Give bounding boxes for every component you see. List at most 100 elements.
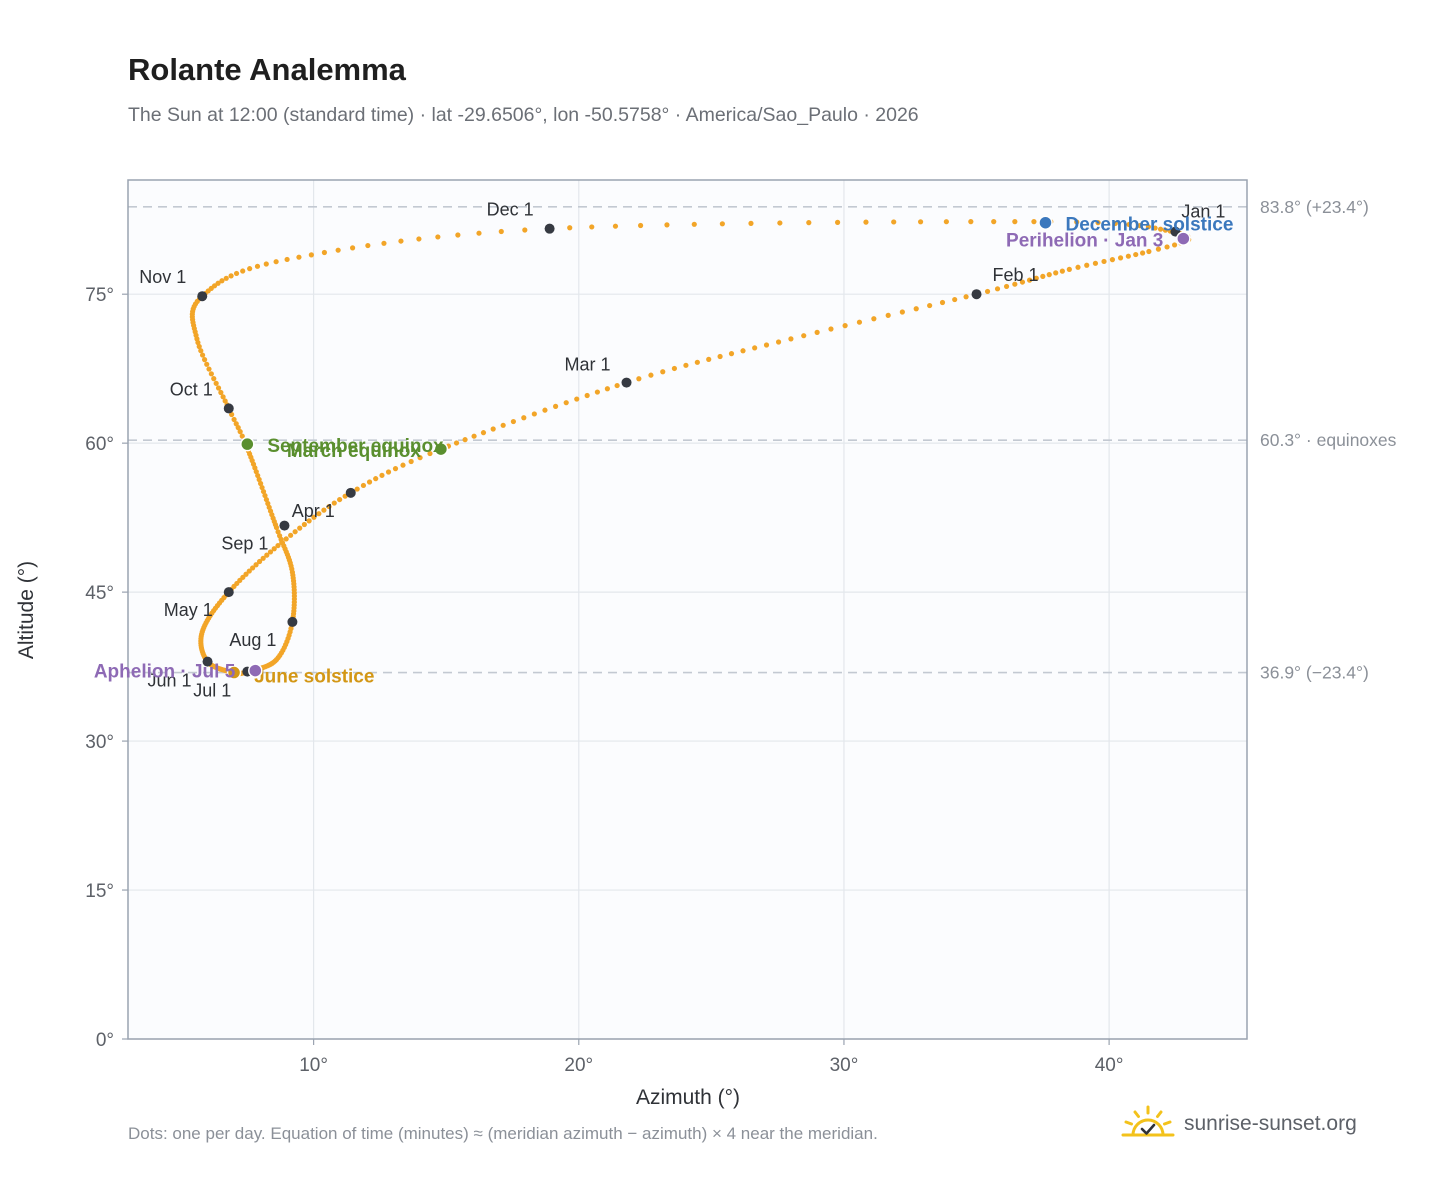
daily-dot [296,254,302,260]
daily-dot [231,416,237,423]
month-marker [287,616,298,627]
daily-dot [1137,223,1143,229]
daily-dot [306,518,312,524]
daily-dot [614,382,620,389]
daily-dot [240,268,246,274]
daily-dot [740,348,746,354]
daily-dot [801,333,807,339]
daily-dot [636,376,642,382]
daily-dot [1059,268,1065,274]
daily-dot [1152,225,1158,231]
daily-dot [462,437,468,443]
daily-dot [237,429,243,435]
daily-dot [834,219,841,225]
daily-dot [1026,277,1033,283]
x-tick-label: 20° [564,1055,593,1076]
x-tick-label: 30° [830,1055,859,1076]
daily-dot [215,280,221,286]
daily-dot [228,273,234,279]
daily-dot [262,492,268,499]
daily-dot [223,275,229,281]
month-label: Feb 1 [993,265,1039,285]
daily-dot [331,500,337,506]
daily-dot [250,565,256,571]
daily-dot [253,562,259,568]
daily-dot [220,394,226,400]
daily-dot [256,558,263,565]
daily-dot [885,312,891,318]
event-marker [433,441,449,457]
month-label: Jul 1 [193,681,231,701]
sun-check-icon [1121,1105,1175,1137]
daily-dot [196,343,202,350]
daily-dot [308,252,314,258]
daily-dot [350,245,356,251]
reference-line-label: 36.9° (−23.4°) [1260,663,1369,683]
event-marker [240,436,255,452]
daily-dot [913,306,919,312]
daily-dot [256,476,262,483]
month-label: Apr 1 [292,501,335,521]
daily-dot [283,536,289,542]
daily-dot [777,220,783,226]
daily-dot [337,496,343,503]
daily-dot [455,232,461,238]
month-label: Oct 1 [170,379,213,399]
daily-dot [284,256,290,263]
daily-dot [664,222,670,228]
event-label: December solstice [1065,215,1233,236]
daily-dot [752,345,758,351]
daily-dot [354,486,360,492]
daily-dot [471,433,477,439]
month-markers: Jan 1 Feb 1 Mar 1 Apr 1 May 1 Jun 1 Jul 1 Aug 1… [139,200,1225,701]
daily-dot [400,462,406,468]
daily-dot [856,319,863,325]
daily-dot [1112,220,1118,227]
daily-dot [263,496,270,503]
daily-dot [648,372,654,378]
daily-dot [206,366,212,372]
daily-dot [247,266,253,272]
daily-dot [398,238,404,244]
daily-dot [335,247,341,253]
daily-dot [991,219,997,225]
page-title: Rolante Analemma [128,52,406,87]
daily-dot [691,221,697,227]
daily-dot [1019,279,1026,285]
daily-dot [275,529,281,535]
daily-dot [1155,246,1162,252]
daily-dot [1092,260,1099,266]
daily-dot [589,224,595,230]
x-tick-label: 10° [299,1055,328,1076]
daily-dot [297,525,303,531]
daily-dot [208,371,214,377]
event-marker [248,663,263,678]
daily-dot [199,352,206,358]
daily-dot [453,440,460,446]
y-tick-label: 75° [85,285,114,306]
daily-dot [719,221,725,227]
brand-name[interactable]: sunrise-sunset.org [1184,1112,1357,1135]
daily-dot [1066,266,1072,272]
daily-dot [321,507,327,513]
daily-dot [1095,220,1101,226]
daily-dot [360,482,367,489]
daily-dot [213,380,219,386]
daily-dot [211,376,217,382]
daily-dot [1157,226,1164,232]
daily-dot [863,219,869,225]
month-marker [544,223,555,234]
x-tick-label: 40° [1095,1055,1124,1076]
daily-dot [788,336,794,342]
daily-dot [584,392,590,399]
daily-dot [267,549,274,555]
month-marker [197,291,208,302]
daily-dot [968,219,974,225]
event-label: March equinox [287,441,422,462]
month-label: Nov 1 [139,267,186,287]
daily-dot [594,389,600,395]
daily-dot [326,503,332,510]
daily-dot [1171,242,1178,248]
brand-logo[interactable]: sunrise-sunset.org [1120,1102,1357,1146]
